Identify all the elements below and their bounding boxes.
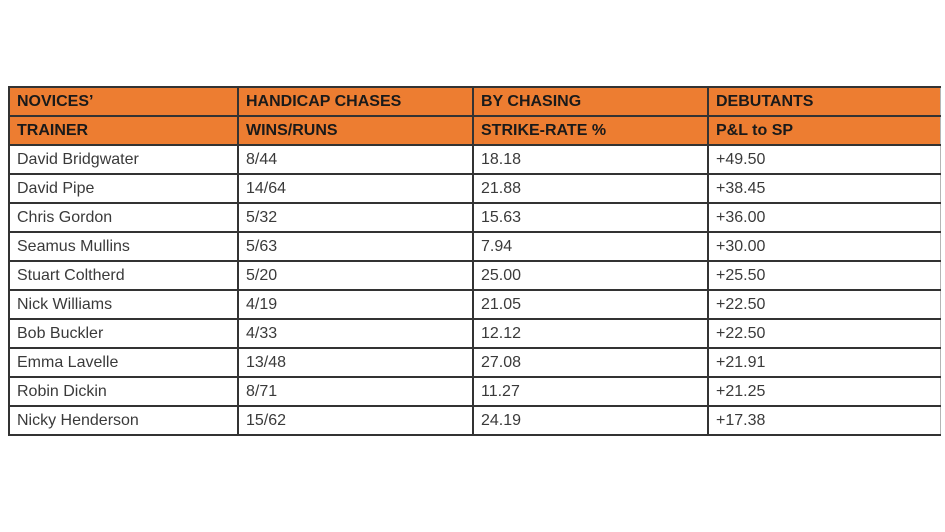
- trainer-cell: Emma Lavelle: [8, 347, 239, 378]
- strike-rate-cell: 27.08: [472, 347, 709, 378]
- pnl-cell: +49.50: [707, 144, 941, 175]
- header-cell-wins-runs: WINS/RUNS: [237, 115, 474, 146]
- table-row: Robin Dickin 8/71 11.27 +21.25: [8, 376, 941, 407]
- pnl-cell: +21.25: [707, 376, 941, 407]
- header-row-columns: TRAINER WINS/RUNS STRIKE-RATE % P&L to SP: [8, 115, 941, 146]
- wins-runs-cell: 5/63: [237, 231, 474, 262]
- table-row: Emma Lavelle 13/48 27.08 +21.91: [8, 347, 941, 378]
- pnl-cell: +25.50: [707, 260, 941, 291]
- pnl-cell: +30.00: [707, 231, 941, 262]
- table-row: Nick Williams 4/19 21.05 +22.50: [8, 289, 941, 320]
- header-cell-strike-rate: BY CHASING: [472, 86, 709, 117]
- strike-rate-cell: 11.27: [472, 376, 709, 407]
- trainer-cell: Chris Gordon: [8, 202, 239, 233]
- trainer-cell: David Pipe: [8, 173, 239, 204]
- wins-runs-cell: 14/64: [237, 173, 474, 204]
- table-row: Chris Gordon 5/32 15.63 +36.00: [8, 202, 941, 233]
- wins-runs-cell: 4/33: [237, 318, 474, 349]
- trainer-cell: Stuart Coltherd: [8, 260, 239, 291]
- table-row: Stuart Coltherd 5/20 25.00 +25.50: [8, 260, 941, 291]
- trainer-cell: Robin Dickin: [8, 376, 239, 407]
- pnl-cell: +21.91: [707, 347, 941, 378]
- table-row: Nicky Henderson 15/62 24.19 +17.38: [8, 405, 941, 436]
- strike-rate-cell: 21.05: [472, 289, 709, 320]
- table-header: NOVICES’ HANDICAP CHASES BY CHASING DEBUTAN…: [8, 86, 941, 146]
- table-body: David Bridgwater 8/44 18.18 +49.50 David Pip…: [8, 144, 941, 436]
- wins-runs-cell: 8/44: [237, 144, 474, 175]
- table-row: Bob Buckler 4/33 12.12 +22.50: [8, 318, 941, 349]
- strike-rate-cell: 7.94: [472, 231, 709, 262]
- trainer-cell: Nicky Henderson: [8, 405, 239, 436]
- table-row: Seamus Mullins 5/63 7.94 +30.00: [8, 231, 941, 262]
- header-cell-wins-runs: HANDICAP CHASES: [237, 86, 474, 117]
- header-cell-pnl: P&L to SP: [707, 115, 941, 146]
- wins-runs-cell: 15/62: [237, 405, 474, 436]
- pnl-cell: +38.45: [707, 173, 941, 204]
- wins-runs-cell: 4/19: [237, 289, 474, 320]
- header-cell-pnl: DEBUTANTS: [707, 86, 941, 117]
- trainer-cell: Nick Williams: [8, 289, 239, 320]
- pnl-cell: +22.50: [707, 289, 941, 320]
- strike-rate-cell: 25.00: [472, 260, 709, 291]
- wins-runs-cell: 5/20: [237, 260, 474, 291]
- wins-runs-cell: 5/32: [237, 202, 474, 233]
- header-row-title: NOVICES’ HANDICAP CHASES BY CHASING DEBUTAN…: [8, 86, 941, 117]
- header-cell-trainer: TRAINER: [8, 115, 239, 146]
- pnl-cell: +17.38: [707, 405, 941, 436]
- trainer-cell: David Bridgwater: [8, 144, 239, 175]
- strike-rate-cell: 15.63: [472, 202, 709, 233]
- table-row: David Bridgwater 8/44 18.18 +49.50: [8, 144, 941, 175]
- strike-rate-cell: 24.19: [472, 405, 709, 436]
- pnl-cell: +22.50: [707, 318, 941, 349]
- strike-rate-cell: 12.12: [472, 318, 709, 349]
- trainer-stats-table: NOVICES’ HANDICAP CHASES BY CHASING DEBUTAN…: [8, 86, 941, 436]
- pnl-cell: +36.00: [707, 202, 941, 233]
- wins-runs-cell: 13/48: [237, 347, 474, 378]
- wins-runs-cell: 8/71: [237, 376, 474, 407]
- strike-rate-cell: 21.88: [472, 173, 709, 204]
- trainer-cell: Seamus Mullins: [8, 231, 239, 262]
- strike-rate-cell: 18.18: [472, 144, 709, 175]
- table-row: David Pipe 14/64 21.88 +38.45: [8, 173, 941, 204]
- trainer-cell: Bob Buckler: [8, 318, 239, 349]
- header-cell-trainer: NOVICES’: [8, 86, 239, 117]
- header-cell-strike-rate: STRIKE-RATE %: [472, 115, 709, 146]
